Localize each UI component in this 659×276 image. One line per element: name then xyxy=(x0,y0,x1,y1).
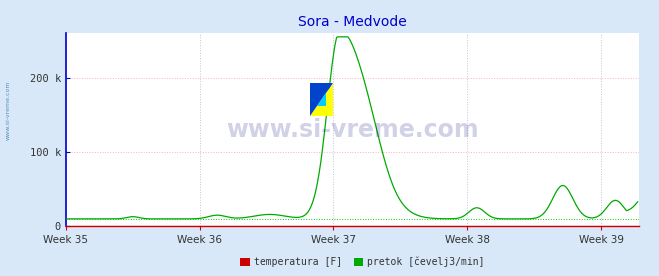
Polygon shape xyxy=(310,83,333,116)
Text: www.si-vreme.com: www.si-vreme.com xyxy=(226,118,479,142)
Legend: temperatura [F], pretok [čevelj3/min]: temperatura [F], pretok [čevelj3/min] xyxy=(237,253,488,271)
Text: www.si-vreme.com: www.si-vreme.com xyxy=(5,81,11,140)
Title: Sora - Medvode: Sora - Medvode xyxy=(298,15,407,29)
Polygon shape xyxy=(310,83,333,116)
Polygon shape xyxy=(316,93,326,106)
